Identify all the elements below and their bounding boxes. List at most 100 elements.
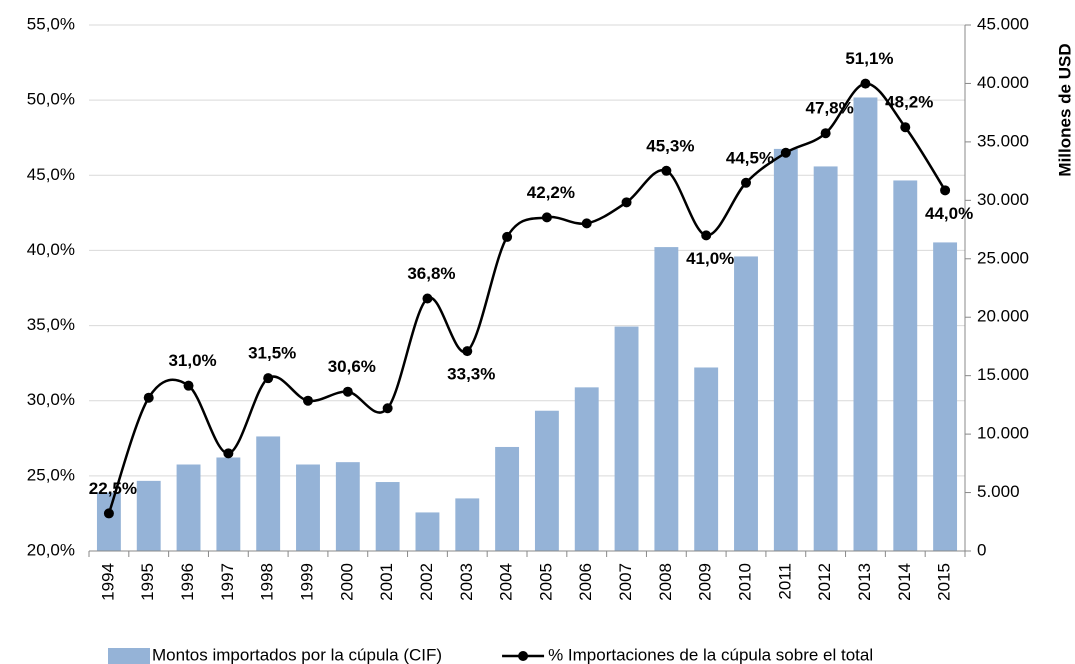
line-marker [701, 230, 712, 241]
data-label: 44,0% [925, 204, 973, 223]
line-marker [940, 185, 951, 196]
line-marker [382, 403, 393, 414]
x-tick-label: 2012 [815, 563, 834, 601]
data-label: 33,3% [447, 365, 495, 384]
bar [176, 464, 201, 551]
line-marker [661, 165, 672, 176]
bar [694, 367, 719, 551]
x-tick-label: 2011 [775, 563, 794, 600]
line-marker [780, 147, 791, 158]
legend-swatch [108, 648, 150, 664]
y2-tick-label: 25.000 [977, 248, 1029, 267]
y2-tick-label: 40.000 [977, 73, 1029, 92]
data-label: 48,2% [885, 93, 933, 112]
data-label: 45,3% [646, 136, 694, 155]
x-tick-label: 2001 [377, 563, 396, 601]
line-marker [502, 231, 513, 242]
bar [813, 166, 838, 552]
line-marker [860, 78, 871, 89]
data-label: 31,5% [248, 344, 296, 363]
x-tick-label: 1994 [98, 563, 117, 601]
x-tick-label: 2007 [616, 563, 635, 601]
y2-axis-label: Millones de USD [1055, 43, 1074, 176]
x-tick-label: 2003 [457, 563, 476, 601]
x-tick-label: 1996 [178, 563, 197, 601]
line-marker [183, 380, 194, 391]
y2-tick-label: 30.000 [977, 190, 1029, 209]
legend-marker [518, 651, 529, 661]
bar [734, 256, 758, 551]
line-marker [541, 212, 552, 223]
y2-tick-label: 10.000 [977, 424, 1029, 443]
x-tick-label: 2004 [497, 563, 516, 601]
data-label: 22,5% [89, 479, 137, 498]
x-tick-label: 2013 [855, 563, 874, 601]
y-tick-label: 40,0% [27, 240, 75, 259]
y-tick-label: 55,0% [27, 14, 75, 33]
x-tick-label: 2000 [337, 563, 356, 601]
x-tick-label: 2009 [696, 563, 715, 601]
bar [614, 326, 639, 551]
bar [773, 148, 798, 551]
bar [534, 410, 559, 551]
data-label: 31,0% [168, 351, 216, 370]
data-label: 41,0% [686, 249, 734, 268]
x-tick-label: 2015 [935, 563, 954, 601]
x-tick-label: 2008 [656, 563, 675, 601]
x-tick-label: 1995 [138, 563, 157, 601]
line-marker [143, 392, 154, 403]
x-tick-label: 2005 [536, 563, 555, 601]
x-tick-label: 1998 [258, 563, 277, 601]
y-tick-label: 50,0% [27, 90, 75, 109]
bar [136, 480, 161, 551]
line-marker [223, 448, 234, 459]
data-label: 47,8% [806, 99, 854, 118]
line-marker [342, 386, 353, 397]
line-marker [422, 293, 433, 304]
legend-label: Montos importados por la cúpula (CIF) [152, 645, 442, 664]
line-marker [900, 122, 911, 133]
x-tick-label: 2014 [895, 563, 914, 601]
bar [96, 492, 121, 551]
bar [654, 247, 679, 552]
x-tick-label: 1997 [218, 563, 237, 601]
y2-tick-label: 45.000 [977, 14, 1029, 33]
line-marker [741, 177, 751, 188]
y2-tick-label: 20.000 [977, 307, 1029, 326]
bar [335, 462, 360, 551]
data-label: 42,2% [527, 183, 575, 202]
bar [853, 97, 878, 552]
bar [296, 464, 320, 551]
bar [415, 512, 440, 551]
bar [375, 482, 400, 551]
bar [256, 436, 281, 551]
bar [495, 446, 520, 551]
y2-tick-label: 5.000 [977, 482, 1020, 501]
line-marker [103, 508, 114, 519]
data-label: 30,6% [328, 357, 376, 376]
x-tick-label: 2006 [576, 563, 595, 601]
line-marker [621, 197, 632, 208]
data-label: 51,1% [845, 49, 893, 68]
y2-tick-label: 35.000 [977, 131, 1029, 150]
bar [933, 242, 958, 551]
bar [574, 387, 599, 551]
x-tick-label: 2002 [417, 563, 436, 601]
line-marker [581, 218, 592, 229]
bar [216, 457, 241, 551]
line-marker [820, 128, 831, 139]
bar [893, 180, 918, 551]
line-marker [462, 346, 473, 357]
line [107, 82, 947, 514]
y-tick-label: 25,0% [27, 465, 75, 484]
x-tick-label: 2010 [735, 563, 754, 601]
y2-tick-label: 0 [977, 540, 986, 559]
y-tick-label: 20,0% [27, 540, 75, 559]
y-tick-label: 45,0% [27, 165, 75, 184]
y2-tick-label: 15.000 [977, 365, 1029, 384]
y-tick-label: 30,0% [27, 390, 75, 409]
line-marker [303, 395, 313, 406]
data-label: 36,8% [407, 264, 455, 283]
line-marker [263, 373, 274, 384]
